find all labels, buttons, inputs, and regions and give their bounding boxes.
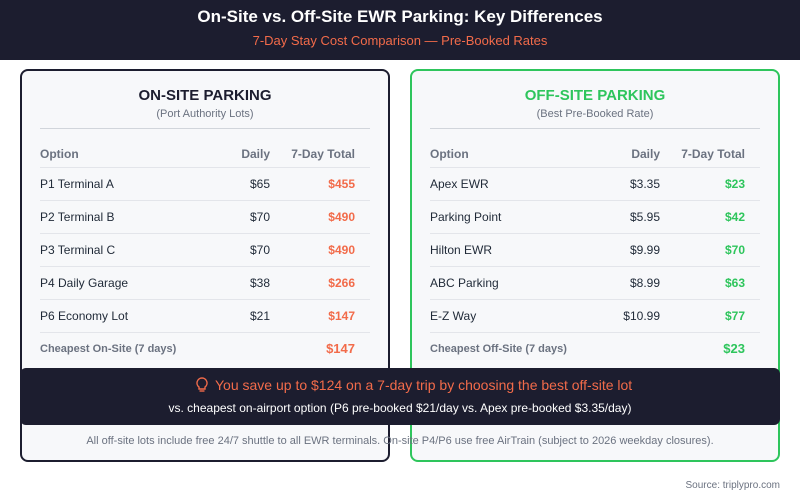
option-name: E-Z Way	[430, 309, 477, 323]
daily-rate: $3.35	[629, 177, 660, 191]
column-header: Daily	[631, 147, 660, 161]
option-name: P4 Daily Garage	[40, 276, 129, 290]
rule	[40, 128, 370, 129]
row-separator	[430, 299, 760, 300]
title: On-Site vs. Off-Site EWR Parking: Key Di…	[197, 7, 603, 26]
subtitle: 7-Day Stay Cost Comparison — Pre-Booked …	[252, 33, 548, 48]
option-name: Hilton EWR	[430, 243, 493, 257]
bulb-icon	[196, 377, 208, 392]
row-separator	[40, 167, 370, 168]
seven-day-total: $266	[328, 276, 355, 290]
banner: You save up to $124 on a 7-day trip by c…	[20, 368, 780, 425]
seven-day-total: $63	[724, 276, 745, 290]
option-name: ABC Parking	[430, 276, 499, 290]
summary-value: $23	[723, 341, 745, 356]
header: On-Site vs. Off-Site EWR Parking: Key Di…	[0, 0, 800, 60]
seven-day-total: $42	[724, 210, 745, 224]
option-name: P6 Economy Lot	[40, 309, 129, 323]
option-name: Apex EWR	[430, 177, 489, 191]
seven-day-total: $490	[328, 243, 355, 257]
seven-day-total: $70	[724, 243, 745, 257]
panel-subtitle: (Port Authority Lots)	[156, 108, 254, 120]
row-separator	[40, 299, 370, 300]
row-separator	[430, 167, 760, 168]
daily-rate: $70	[249, 210, 270, 224]
row-separator	[40, 233, 370, 234]
daily-rate: $38	[249, 276, 270, 290]
seven-day-total: $490	[328, 210, 355, 224]
rule	[430, 128, 760, 129]
daily-rate: $5.95	[629, 210, 660, 224]
daily-rate: $9.99	[629, 243, 660, 257]
footnote: All off-site lots include free 24/7 shut…	[86, 435, 714, 447]
column-header: Daily	[241, 147, 270, 161]
panel-title: ON-SITE PARKING	[138, 87, 272, 104]
seven-day-total: $23	[724, 177, 745, 191]
column-header: Option	[430, 147, 469, 161]
option-name: Parking Point	[430, 210, 502, 224]
banner-headline: You save up to $124 on a 7-day trip by c…	[215, 377, 633, 393]
row-separator	[430, 233, 760, 234]
source: Source: triplypro.com	[685, 480, 780, 491]
column-header: 7-Day Total	[291, 147, 355, 161]
seven-day-total: $147	[328, 309, 355, 323]
option-name: P3 Terminal C	[40, 243, 116, 257]
daily-rate: $21	[249, 309, 270, 323]
banner-detail: vs. cheapest on-airport option (P6 pre-b…	[168, 401, 632, 415]
daily-rate: $70	[249, 243, 270, 257]
row-separator	[40, 266, 370, 267]
column-header: 7-Day Total	[681, 147, 745, 161]
row-separator	[40, 332, 370, 333]
option-name: P1 Terminal A	[40, 177, 114, 191]
summary-label: Cheapest On-Site (7 days)	[40, 343, 177, 355]
daily-rate: $8.99	[629, 276, 660, 290]
panel-title: OFF-SITE PARKING	[524, 87, 666, 104]
seven-day-total: $77	[724, 309, 745, 323]
row-separator	[40, 200, 370, 201]
row-separator	[430, 200, 760, 201]
daily-rate: $65	[249, 177, 270, 191]
option-name: P2 Terminal B	[40, 210, 115, 224]
row-separator	[430, 266, 760, 267]
summary-value: $147	[326, 341, 355, 356]
seven-day-total: $455	[328, 177, 355, 191]
column-header: Option	[40, 147, 79, 161]
daily-rate: $10.99	[623, 309, 660, 323]
panel-subtitle: (Best Pre-Booked Rate)	[536, 108, 654, 120]
summary-label: Cheapest Off-Site (7 days)	[430, 343, 567, 355]
row-separator	[430, 332, 760, 333]
